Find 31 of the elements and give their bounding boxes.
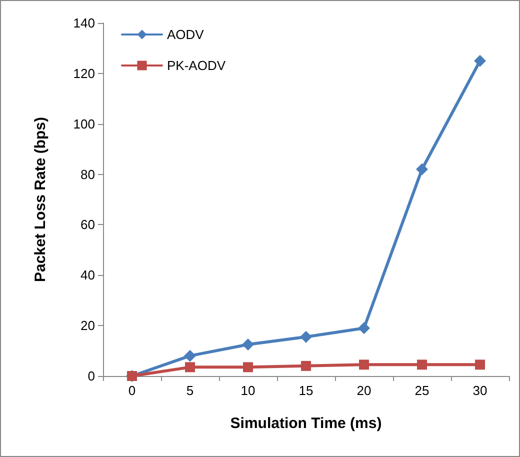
point [300, 330, 312, 343]
legend-label: PK-AODV [167, 58, 226, 73]
x-tick-label: 25 [414, 383, 430, 398]
point [242, 338, 254, 350]
y-tick-label: 100 [73, 116, 95, 132]
x-tick-label: 0 [128, 383, 136, 398]
point [359, 360, 369, 370]
y-tick-label: 140 [73, 16, 95, 30]
point [416, 163, 428, 176]
y-axis-title: Packet Loss Rate (bps) [32, 116, 49, 282]
point [474, 54, 486, 67]
x-tick-label: 10 [240, 383, 256, 398]
y-tick-label: 80 [80, 166, 95, 182]
x-tick-label: 30 [472, 383, 488, 398]
point [358, 322, 370, 334]
x-tick-label: 5 [186, 383, 194, 398]
point [185, 362, 195, 372]
point [417, 360, 427, 370]
y-tick-label: 20 [80, 318, 95, 334]
y-tick-label: 60 [80, 217, 95, 232]
y-tick-label: 40 [80, 268, 95, 283]
point [243, 362, 253, 372]
y-tick-label: 0 [88, 368, 95, 384]
y-tick-label: 120 [73, 66, 95, 81]
x-tick-label: 15 [298, 383, 314, 398]
point [301, 360, 311, 371]
x-tick-label: 20 [356, 383, 372, 398]
point [184, 350, 196, 362]
x-axis-title: Simulation Time (ms) [230, 415, 382, 432]
legend-label: AODV [167, 27, 204, 42]
point [475, 360, 485, 370]
